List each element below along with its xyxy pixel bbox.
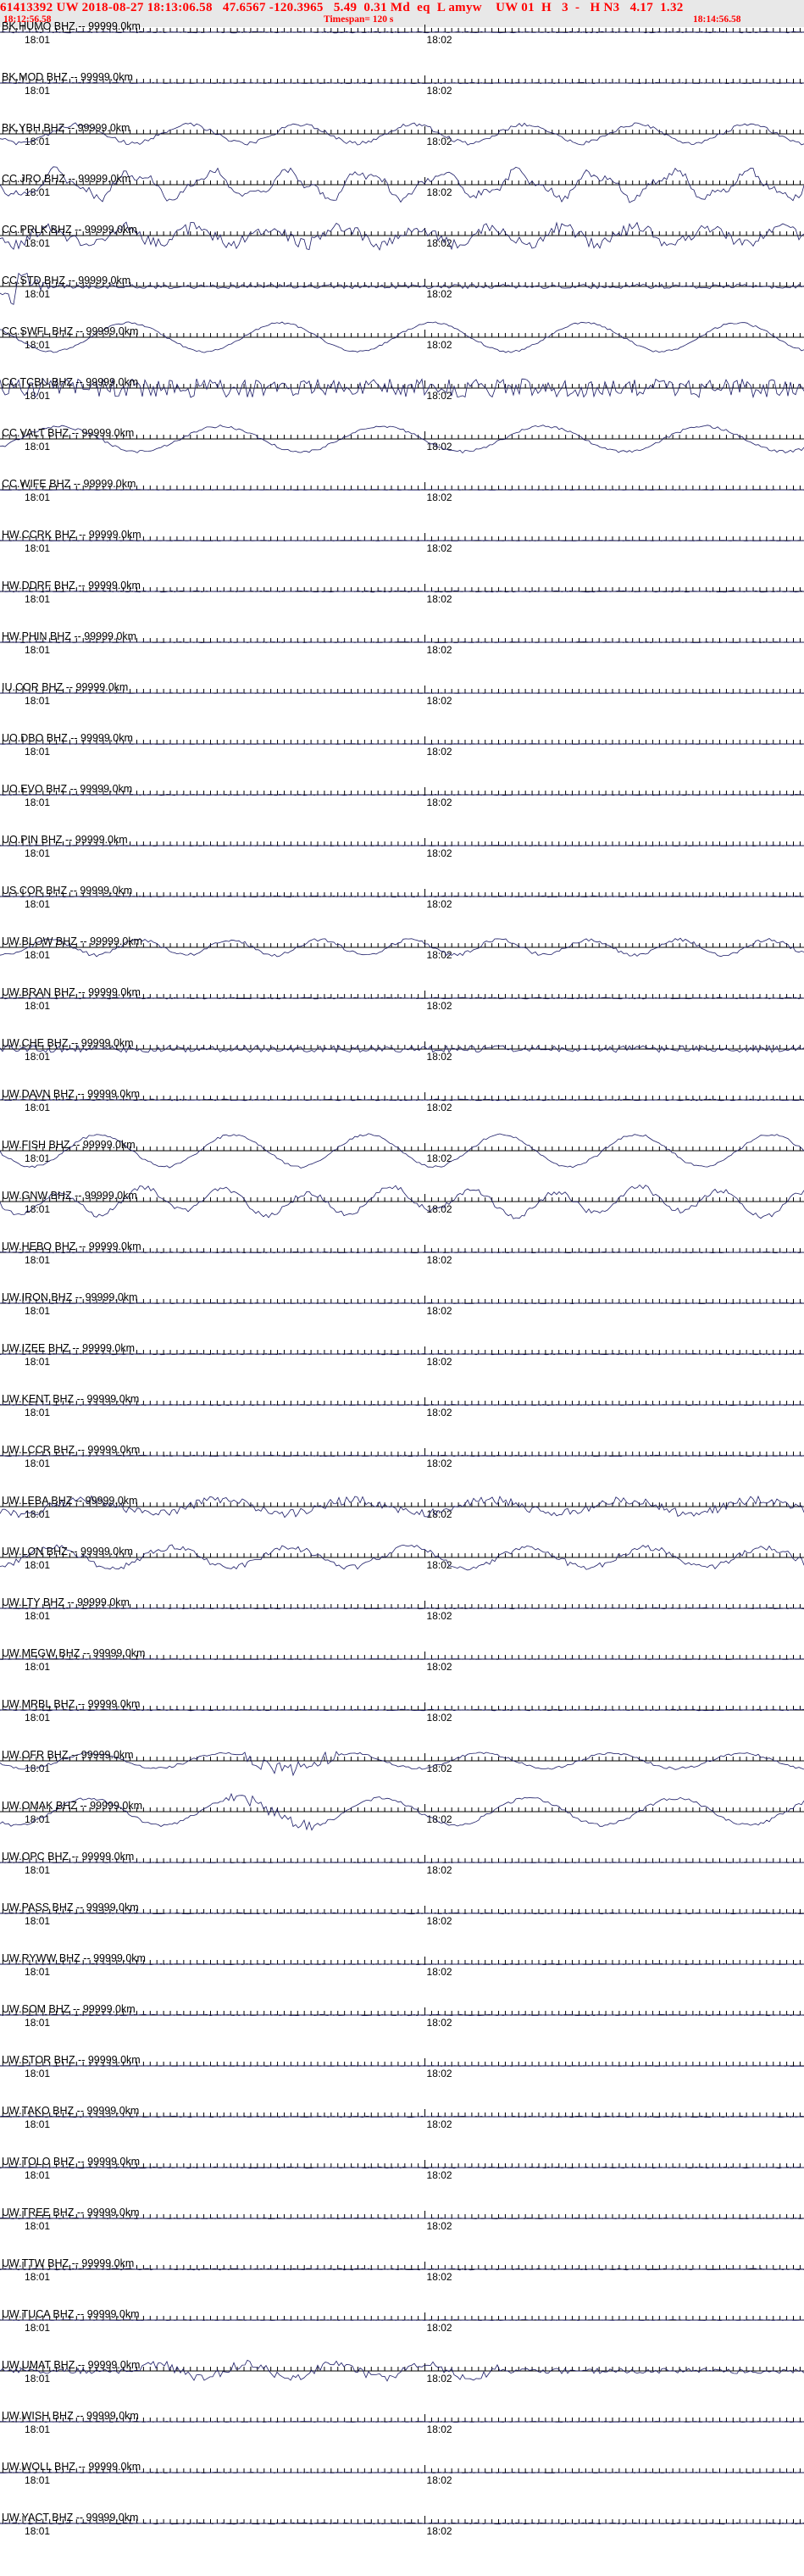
svg-text:UW.SOM BHZ -- 99999.0km: UW.SOM BHZ -- 99999.0km: [2, 2003, 136, 2015]
svg-text:UW.WOLL BHZ -- 99999.0km: UW.WOLL BHZ -- 99999.0km: [2, 2461, 141, 2473]
svg-text:UW.MRBL BHZ -- 99999.0km: UW.MRBL BHZ -- 99999.0km: [2, 1698, 140, 1710]
svg-text:UW.BRAN BHZ -- 99999.0km: UW.BRAN BHZ -- 99999.0km: [2, 986, 141, 998]
svg-text:UW.TREE BHZ -- 99999.0km: UW.TREE BHZ -- 99999.0km: [2, 2207, 140, 2218]
svg-text:UW.IRON BHZ -- 99999.0km: UW.IRON BHZ -- 99999.0km: [2, 1291, 137, 1303]
svg-text:UW.UMAT BHZ -- 99999.0km: UW.UMAT BHZ -- 99999.0km: [2, 2359, 140, 2371]
svg-text:BK.YBH BHZ -- 99999.0km: BK.YBH BHZ -- 99999.0km: [2, 122, 130, 134]
svg-text:CC.PRLK BHZ -- 99999.0km: CC.PRLK BHZ -- 99999.0km: [2, 224, 137, 236]
svg-text:UW.OFR BHZ -- 99999.0km: UW.OFR BHZ -- 99999.0km: [2, 1749, 134, 1761]
svg-text:UW.LTY BHZ -- 99999.0km: UW.LTY BHZ -- 99999.0km: [2, 1596, 130, 1608]
svg-text:UW.CHE BHZ -- 99999.0km: UW.CHE BHZ -- 99999.0km: [2, 1037, 134, 1049]
svg-text:UW.WISH BHZ -- 99999.0km: UW.WISH BHZ -- 99999.0km: [2, 2410, 139, 2422]
svg-text:UW.GNW BHZ -- 99999.0km: UW.GNW BHZ -- 99999.0km: [2, 1190, 137, 1202]
svg-text:UW.BLOW BHZ -- 99999.0km: UW.BLOW BHZ -- 99999.0km: [2, 935, 142, 947]
svg-text:BK.MOD BHZ -- 99999.0km: BK.MOD BHZ -- 99999.0km: [2, 71, 133, 83]
svg-text:UW.KENT BHZ -- 99999.0km: UW.KENT BHZ -- 99999.0km: [2, 1393, 139, 1405]
svg-text:UW.LON BHZ -- 99999.0km: UW.LON BHZ -- 99999.0km: [2, 1546, 133, 1557]
svg-text:UW.LCCR BHZ -- 99999.0km: UW.LCCR BHZ -- 99999.0km: [2, 1444, 140, 1456]
svg-text:UW.TTW BHZ -- 99999.0km: UW.TTW BHZ -- 99999.0km: [2, 2257, 134, 2269]
svg-text:HW.PHIN BHZ -- 99999.0km: HW.PHIN BHZ -- 99999.0km: [2, 630, 136, 642]
svg-text:CC.TCBU BHZ -- 99999.0km: CC.TCBU BHZ -- 99999.0km: [2, 376, 138, 388]
svg-text:CC.STD BHZ -- 99999.0km: CC.STD BHZ -- 99999.0km: [2, 275, 130, 286]
svg-text:UW.DAVN BHZ -- 99999.0km: UW.DAVN BHZ -- 99999.0km: [2, 1088, 140, 1100]
svg-text:US.COR BHZ -- 99999.0km: US.COR BHZ -- 99999.0km: [2, 885, 132, 897]
svg-text:UO.PIN BHZ -- 99999.0km: UO.PIN BHZ -- 99999.0km: [2, 834, 128, 846]
svg-text:UW.YACT BHZ -- 99999.0km: UW.YACT BHZ -- 99999.0km: [2, 2512, 138, 2523]
svg-text:UW.TOLO BHZ -- 99999.0km: UW.TOLO BHZ -- 99999.0km: [2, 2156, 140, 2168]
svg-text:UW.FISH BHZ -- 99999.0km: UW.FISH BHZ -- 99999.0km: [2, 1139, 136, 1151]
svg-text:UO.DBO BHZ -- 99999.0km: UO.DBO BHZ -- 99999.0km: [2, 732, 133, 744]
svg-text:UW.STOR BHZ -- 99999.0km: UW.STOR BHZ -- 99999.0km: [2, 2054, 141, 2066]
svg-text:UW.LEBA BHZ -- 99999.0km: UW.LEBA BHZ -- 99999.0km: [2, 1495, 137, 1507]
svg-text:CC.SWFL BHZ -- 99999.0km: CC.SWFL BHZ -- 99999.0km: [2, 325, 138, 337]
svg-text:IU.COR BHZ -- 99999.0km: IU.COR BHZ -- 99999.0km: [2, 681, 128, 693]
svg-text:UW.OPC BHZ -- 99999.0km: UW.OPC BHZ -- 99999.0km: [2, 1851, 134, 1863]
svg-text:CC.JRO BHZ -- 99999.0km: CC.JRO BHZ -- 99999.0km: [2, 173, 130, 185]
svg-text:UW.MEGW BHZ -- 99999.0km: UW.MEGW BHZ -- 99999.0km: [2, 1647, 145, 1659]
svg-text:CC.WIFE BHZ -- 99999.0km: CC.WIFE BHZ -- 99999.0km: [2, 478, 136, 490]
svg-text:HW.DDRF BHZ -- 99999.0km: HW.DDRF BHZ -- 99999.0km: [2, 580, 141, 591]
svg-text:UW.TUCA BHZ -- 99999.0km: UW.TUCA BHZ -- 99999.0km: [2, 2308, 140, 2320]
svg-text:CC.VALT BHZ -- 99999.0km: CC.VALT BHZ -- 99999.0km: [2, 427, 134, 439]
svg-text:UO.EVO BHZ -- 99999.0km: UO.EVO BHZ -- 99999.0km: [2, 783, 132, 795]
svg-text:HW.CCRK BHZ -- 99999.0km: HW.CCRK BHZ -- 99999.0km: [2, 529, 141, 541]
svg-text:UW.RYWW BHZ -- 99999.0km: UW.RYWW BHZ -- 99999.0km: [2, 1952, 146, 1964]
svg-text:UW.IZEE BHZ -- 99999.0km: UW.IZEE BHZ -- 99999.0km: [2, 1342, 135, 1354]
svg-text:UW.PASS BHZ -- 99999.0km: UW.PASS BHZ -- 99999.0km: [2, 1901, 139, 1913]
svg-text:UW.HEBO BHZ -- 99999.0km: UW.HEBO BHZ -- 99999.0km: [2, 1241, 141, 1252]
svg-text:UW.OMAK BHZ -- 99999.0km: UW.OMAK BHZ -- 99999.0km: [2, 1800, 142, 1812]
svg-text:BK.HUMO BHZ -- 99999.0km: BK.HUMO BHZ -- 99999.0km: [2, 20, 141, 32]
svg-text:UW.TAKO BHZ -- 99999.0km: UW.TAKO BHZ -- 99999.0km: [2, 2105, 139, 2117]
